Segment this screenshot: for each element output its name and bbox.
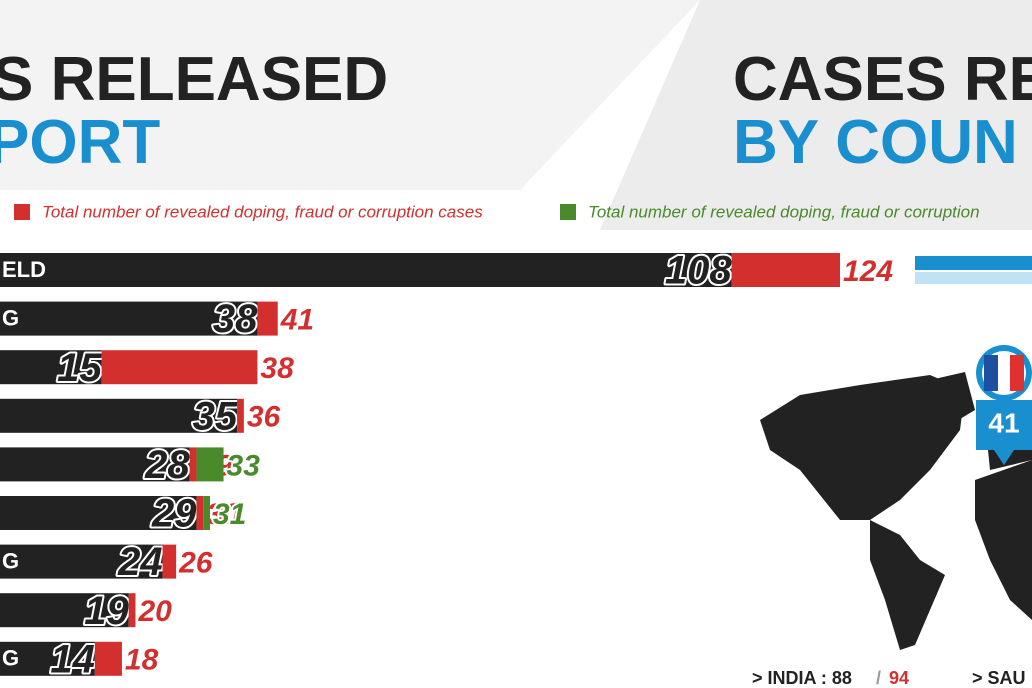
bar-segment — [101, 350, 258, 385]
data-label: 29 — [151, 492, 197, 536]
category-label: G — [2, 646, 19, 671]
data-label: 28 — [144, 443, 190, 487]
footer-text: > INDIA : 88 — [752, 668, 852, 688]
bar — [0, 496, 197, 530]
bar-segment — [189, 447, 197, 482]
bars: 108124ELD3841G153835362829332930312426G1… — [0, 247, 895, 683]
bar — [0, 350, 102, 385]
pin-label: 41 — [988, 407, 1019, 438]
data-label: 24 — [117, 540, 163, 584]
bar — [0, 593, 129, 628]
data-label: 36 — [247, 401, 281, 434]
bar — [0, 253, 732, 287]
decor-bar — [915, 272, 1032, 284]
data-label: 108 — [665, 249, 732, 293]
bar-segment — [203, 496, 210, 530]
map-pin: 41 — [976, 345, 1032, 465]
footer-text: / — [876, 668, 881, 688]
bar — [0, 301, 258, 336]
legend-swatch — [14, 204, 30, 220]
category-label: G — [2, 548, 19, 573]
data-label: 15 — [57, 346, 102, 390]
bar — [0, 544, 163, 579]
bar-segment — [196, 447, 224, 482]
legend: Total number of revealed doping, fraud o… — [14, 202, 980, 221]
data-label: 31 — [213, 498, 246, 531]
chart-subtitle: PORT — [0, 108, 160, 177]
panel-title: BY COUN — [733, 108, 1018, 177]
bar-segment — [731, 253, 840, 287]
bg-shape — [0, 0, 700, 190]
category-label: ELD — [2, 257, 46, 282]
data-label: 19 — [84, 589, 129, 633]
decor-bar — [915, 256, 1032, 270]
bar-segment — [237, 398, 244, 433]
data-label: 14 — [50, 637, 95, 681]
data-label: 124 — [843, 255, 893, 288]
data-label: 33 — [227, 449, 261, 482]
bg-shape — [600, 0, 1032, 230]
data-label: 41 — [280, 304, 314, 337]
data-label: 18 — [125, 644, 159, 677]
bar — [0, 398, 238, 433]
chart-title: S RELEASED — [0, 45, 388, 114]
footer-text: > SAU — [972, 668, 1026, 688]
category-label: G — [2, 305, 19, 330]
bar — [0, 447, 190, 482]
bar-segment — [128, 593, 136, 628]
bar — [0, 641, 95, 676]
panel-title: CASES RE — [733, 45, 1032, 114]
data-label: 26 — [178, 547, 213, 580]
bar-segment — [196, 496, 204, 530]
data-label: 30 — [206, 498, 240, 531]
footer-text: 94 — [889, 668, 909, 688]
legend-swatch — [560, 204, 576, 220]
legend-label: Total number of revealed doping, fraud o… — [42, 202, 483, 221]
data-label: 38 — [213, 297, 258, 341]
data-label: 38 — [260, 352, 294, 385]
data-label: 20 — [137, 595, 172, 628]
bar-segment — [94, 641, 122, 676]
data-label: 35 — [193, 394, 238, 438]
bar-segment — [162, 544, 177, 579]
bar-segment — [257, 301, 278, 336]
legend-label: Total number of revealed doping, fraud o… — [588, 202, 980, 221]
